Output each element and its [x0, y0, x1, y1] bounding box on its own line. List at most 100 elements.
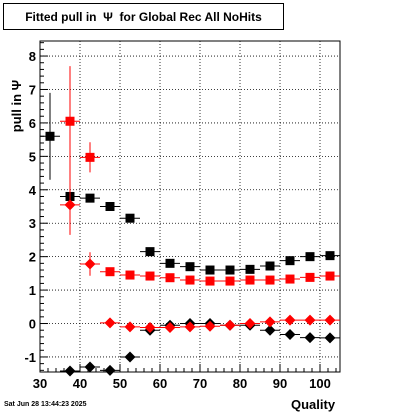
diamond-marker — [304, 332, 316, 344]
square-marker — [245, 275, 255, 285]
square-marker — [125, 213, 135, 223]
square-marker — [165, 258, 175, 268]
y-axis-label: pull in Ψ — [9, 80, 24, 132]
square-marker — [165, 273, 175, 283]
data-point — [120, 351, 140, 363]
data-point — [120, 213, 140, 223]
data-point — [140, 271, 160, 281]
square-marker — [285, 274, 295, 284]
data-point — [220, 265, 240, 275]
series-1 — [60, 66, 340, 286]
data-point — [80, 142, 100, 173]
x-tick-label: 90 — [273, 376, 287, 391]
data-point — [180, 275, 200, 285]
data-series — [40, 66, 340, 377]
x-tick-label: 80 — [233, 376, 247, 391]
data-point — [140, 322, 160, 334]
data-point — [120, 321, 140, 333]
diamond-marker — [264, 324, 276, 336]
y-tick-label: 5 — [29, 149, 36, 164]
square-marker — [305, 252, 315, 262]
data-point — [180, 321, 200, 333]
tick-labels: 30 40 50 60 70 80 90 100 -1 0 1 2 3 4 5 6 7 8 — [24, 49, 330, 391]
square-marker — [205, 265, 215, 275]
data-point — [100, 202, 120, 211]
plot-frame — [39, 40, 341, 373]
diamond-marker — [164, 322, 176, 334]
diamond-marker — [104, 364, 116, 376]
square-marker — [185, 262, 195, 272]
y-tick-label: 3 — [29, 216, 36, 231]
data-point — [60, 174, 80, 235]
data-point — [260, 275, 280, 285]
y-tick-label: 6 — [29, 116, 36, 131]
square-marker — [105, 267, 115, 277]
diamond-marker — [324, 314, 336, 326]
data-point — [180, 262, 200, 272]
diamond-marker — [304, 314, 316, 326]
diamond-marker — [324, 332, 336, 344]
data-point — [160, 273, 180, 283]
data-point — [300, 252, 320, 262]
square-marker — [245, 264, 255, 274]
data-point — [160, 258, 180, 268]
square-marker — [325, 271, 335, 281]
data-point — [320, 314, 340, 326]
data-point — [100, 364, 120, 376]
chart-title-box: Fitted pull in Ψ for Global Rec All NoHi… — [3, 3, 284, 30]
square-marker — [325, 251, 335, 261]
x-tick-label: 70 — [193, 376, 207, 391]
x-tick-label: 40 — [73, 376, 87, 391]
y-tick-label: 0 — [29, 317, 36, 332]
data-point — [240, 275, 260, 285]
data-point — [220, 276, 240, 286]
diamond-marker — [144, 322, 156, 334]
square-marker — [285, 256, 295, 266]
diamond-marker — [244, 318, 256, 330]
data-point — [40, 92, 60, 180]
data-point — [260, 261, 280, 271]
square-marker — [305, 272, 315, 282]
data-point — [280, 256, 300, 266]
data-point — [100, 317, 120, 329]
x-tick-label: 100 — [309, 376, 331, 391]
diamond-marker — [284, 314, 296, 326]
data-point — [300, 272, 320, 282]
data-point — [300, 314, 320, 326]
x-tick-label: 50 — [113, 376, 127, 391]
data-point — [320, 251, 340, 261]
data-point — [260, 324, 280, 336]
diamond-marker — [284, 329, 296, 341]
diamond-marker — [124, 321, 136, 333]
timestamp: Sat Jun 28 13:44:23 2025 — [4, 401, 87, 408]
data-point — [240, 318, 260, 330]
data-point — [60, 365, 80, 377]
data-point — [80, 252, 100, 276]
y-tick-label: -1 — [24, 350, 36, 365]
square-marker — [145, 271, 155, 281]
y-tick-label: 4 — [29, 183, 37, 198]
series-3 — [60, 174, 340, 334]
data-point — [280, 314, 300, 326]
y-tick-label: 7 — [29, 82, 36, 97]
x-tick-label: 30 — [33, 376, 47, 391]
diamond-marker — [184, 321, 196, 333]
series-0 — [40, 92, 340, 275]
square-marker — [225, 265, 235, 275]
diamond-marker — [224, 319, 236, 331]
square-marker — [265, 261, 275, 271]
square-marker — [85, 152, 95, 162]
y-tick-label: 8 — [29, 49, 36, 64]
square-marker — [185, 275, 195, 285]
data-point — [280, 329, 300, 341]
data-point — [160, 322, 180, 334]
data-point — [200, 276, 220, 286]
data-point — [320, 271, 340, 281]
data-point — [280, 274, 300, 284]
x-axis-label: Quality — [291, 397, 336, 412]
data-point — [220, 319, 240, 331]
square-marker — [45, 131, 55, 141]
y-tick-label: 1 — [29, 283, 36, 298]
chart-title: Fitted pull in Ψ for Global Rec All NoHi… — [25, 10, 262, 24]
data-point — [60, 66, 80, 177]
